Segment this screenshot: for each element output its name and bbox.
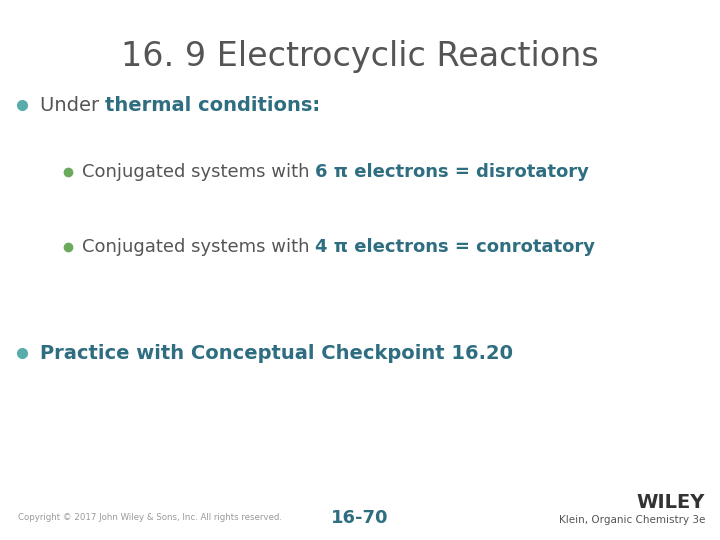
Text: Conjugated systems with: Conjugated systems with — [82, 163, 315, 181]
Text: Under: Under — [40, 96, 105, 115]
Text: 4 π electrons = conrotatory: 4 π electrons = conrotatory — [315, 238, 595, 256]
Text: thermal conditions:: thermal conditions: — [105, 96, 320, 115]
Text: Copyright © 2017 John Wiley & Sons, Inc. All rights reserved.: Copyright © 2017 John Wiley & Sons, Inc.… — [18, 514, 282, 523]
Text: Klein, Organic Chemistry 3e: Klein, Organic Chemistry 3e — [559, 515, 705, 525]
Text: 16. 9 Electrocyclic Reactions: 16. 9 Electrocyclic Reactions — [121, 40, 599, 73]
Text: 16-70: 16-70 — [331, 509, 389, 527]
Text: Conjugated systems with: Conjugated systems with — [82, 238, 315, 256]
Text: 6 π electrons = disrotatory: 6 π electrons = disrotatory — [315, 163, 589, 181]
Text: Practice with Conceptual Checkpoint 16.20: Practice with Conceptual Checkpoint 16.2… — [40, 344, 513, 363]
Text: WILEY: WILEY — [636, 492, 705, 511]
